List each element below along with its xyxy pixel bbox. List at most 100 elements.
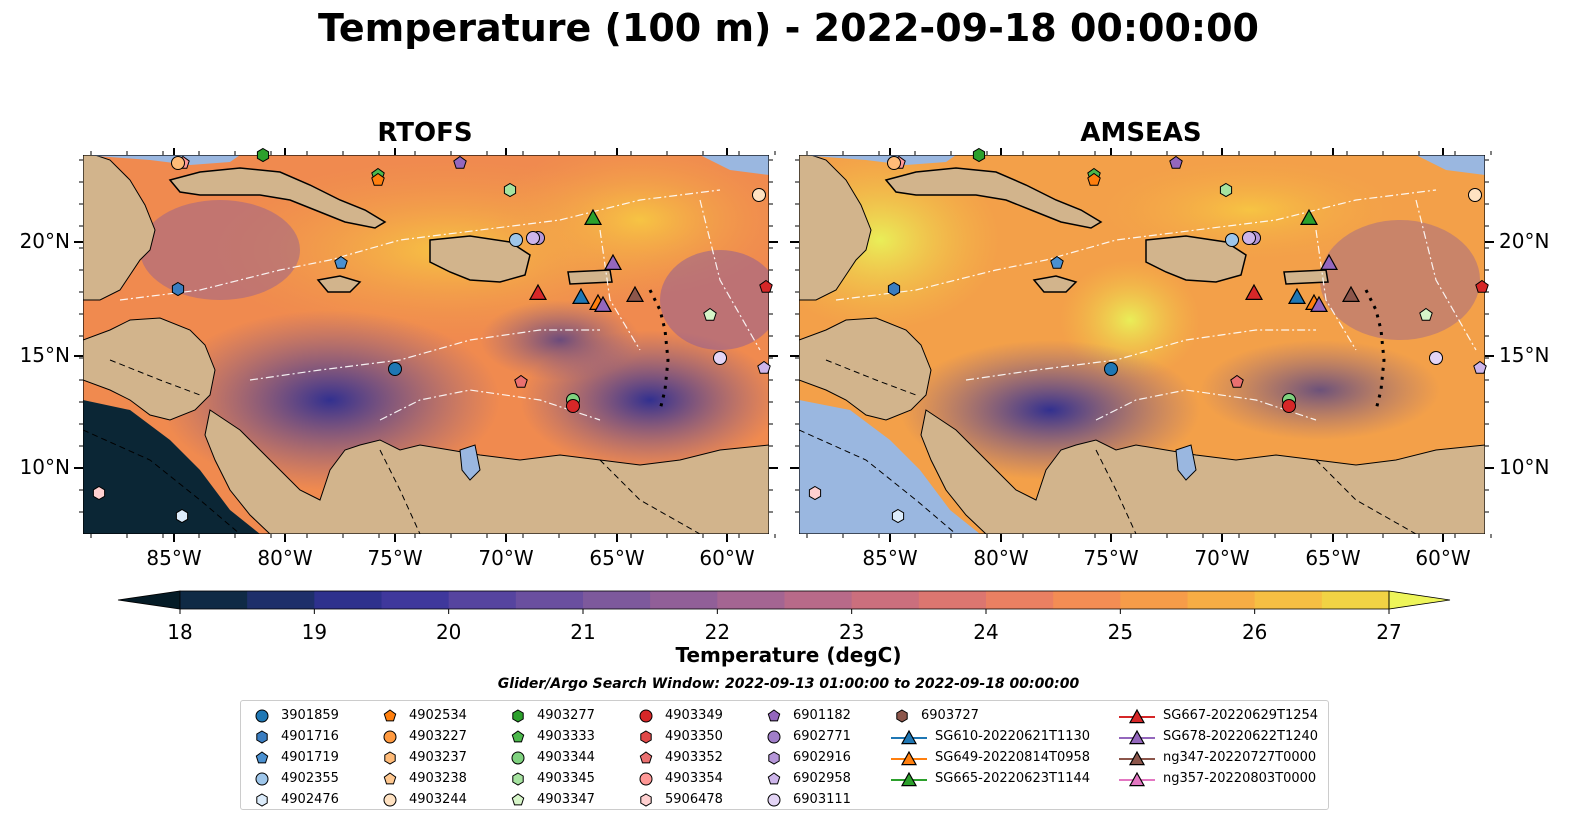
- colorbar-segment: [583, 591, 651, 609]
- legend-marker-icon: [256, 729, 268, 744]
- legend-symbol: [767, 708, 781, 721]
- legend-label: 4903350: [665, 729, 723, 744]
- colorbar-tick-label: 24: [973, 620, 998, 644]
- legend-label: 4903345: [537, 771, 595, 786]
- legend-marker-icon: [383, 730, 397, 743]
- map-marker: [1319, 253, 1339, 270]
- legend-label: 4902476: [281, 792, 339, 807]
- map-marker: [713, 351, 727, 365]
- legend-item: 6903111: [763, 789, 851, 810]
- colorbar-frame: [179, 590, 1390, 610]
- legend-item: 6902916: [763, 747, 851, 768]
- map-marker: [603, 253, 623, 270]
- colorbar-segment: [381, 591, 450, 609]
- legend-item: SG610-20220621T1130: [891, 726, 1090, 747]
- lon-tick-label: 85°W: [146, 546, 202, 570]
- colorbar-tick-label: 22: [705, 620, 730, 644]
- map-marker: [887, 156, 901, 170]
- legend-item: 4901719: [251, 747, 339, 768]
- map-marker: [703, 307, 717, 321]
- map-marker: [1104, 362, 1118, 376]
- legend-column: SG667-20220629T1254 SG678-20220622T1240 ng…: [1119, 705, 1318, 789]
- legend-triangle: [900, 750, 918, 765]
- legend-marker-icon: [767, 793, 781, 806]
- legend-marker-icon: [511, 792, 525, 805]
- legend-item: 4902355: [251, 768, 339, 789]
- lon-tick-label: 80°W: [257, 546, 313, 570]
- legend-label: SG610-20220621T1130: [935, 729, 1091, 744]
- legend-column: 4902534 4903227 4903237 4903238 4903244: [379, 705, 467, 810]
- map-marker: [1244, 283, 1264, 300]
- legend-marker-icon: [255, 709, 269, 722]
- legend-item: 4903354: [635, 768, 723, 789]
- colorbar-segment: [650, 591, 718, 609]
- legend-marker-icon: [640, 729, 652, 744]
- map-marker: [1169, 155, 1183, 169]
- legend-item: SG667-20220629T1254: [1119, 705, 1318, 726]
- map-marker: [566, 399, 580, 413]
- legend-marker-icon: [1119, 729, 1155, 744]
- legend-symbol: [256, 792, 268, 807]
- legend-symbol: [512, 708, 524, 723]
- legend-label: 4903352: [665, 750, 723, 765]
- legend-label: 3901859: [281, 708, 339, 723]
- legend-marker-icon: [384, 750, 396, 765]
- legend-label: 4903244: [409, 792, 467, 807]
- legend-symbol: [511, 751, 525, 764]
- legend-symbol: [768, 750, 780, 765]
- map-marker: [808, 485, 822, 501]
- legend-item: 4903277: [507, 705, 595, 726]
- legend-label: 4901719: [281, 750, 339, 765]
- legend-marker-icon: [1119, 708, 1155, 723]
- legend-triangle: [1128, 708, 1146, 723]
- colorbar-extend-low: [117, 590, 181, 610]
- legend-symbol: [511, 729, 525, 742]
- legend-marker-icon: [383, 708, 397, 721]
- lon-tick-label: 80°W: [973, 546, 1029, 570]
- lon-tick-label: 70°W: [478, 546, 534, 570]
- map-marker: [514, 374, 528, 388]
- legend-column: 3901859 4901716 4901719 4902355 4902476: [251, 705, 339, 810]
- legend-item: 5906478: [635, 789, 723, 810]
- map-marker: [503, 182, 517, 198]
- legend-column: 6903727 SG610-20220621T1130 SG649-20220814…: [891, 705, 1090, 789]
- legend-marker-icon: [891, 729, 927, 744]
- colorbar-segment: [851, 591, 920, 609]
- legend-label: ng357-20220803T0000: [1163, 771, 1317, 786]
- legend-marker-icon: [767, 708, 781, 721]
- colorbar-segment: [180, 591, 248, 609]
- map-marker: [625, 285, 645, 302]
- legend-symbol: [383, 771, 397, 784]
- colorbar-segment: [784, 591, 853, 609]
- map-amseas: [799, 155, 1485, 534]
- legend-label: 4903344: [537, 750, 595, 765]
- colorbar-segment: [515, 591, 584, 609]
- lat-tick-label: 15°N: [1499, 343, 1550, 367]
- legend-label: 4903354: [665, 771, 723, 786]
- map-marker: [1225, 233, 1239, 247]
- legend-label: 6903111: [793, 792, 851, 807]
- legend-symbol: [383, 793, 397, 806]
- map-marker: [1429, 351, 1443, 365]
- legend-marker-icon: [767, 771, 781, 784]
- legend-triangle: [1128, 771, 1146, 786]
- map-marker: [891, 508, 905, 524]
- legend-item: 4903238: [379, 768, 467, 789]
- legend-marker-icon: [640, 792, 652, 807]
- map-marker: [1087, 172, 1101, 186]
- legend-item: 4903237: [379, 747, 467, 768]
- map-marker: [757, 360, 771, 374]
- legend-label: 6903727: [921, 708, 979, 723]
- map-marker: [1468, 188, 1482, 202]
- legend-symbol: [639, 772, 653, 785]
- map-marker: [1242, 231, 1256, 245]
- legend-marker-icon: [891, 771, 927, 786]
- map-marker: [1050, 255, 1064, 269]
- map-marker: [371, 172, 385, 186]
- colorbar-segment: [448, 591, 517, 609]
- lat-tick-label: 20°N: [1499, 229, 1550, 253]
- legend-label: 4902355: [281, 771, 339, 786]
- legend-marker-icon: [1119, 750, 1155, 765]
- legend-label: 4903277: [537, 708, 595, 723]
